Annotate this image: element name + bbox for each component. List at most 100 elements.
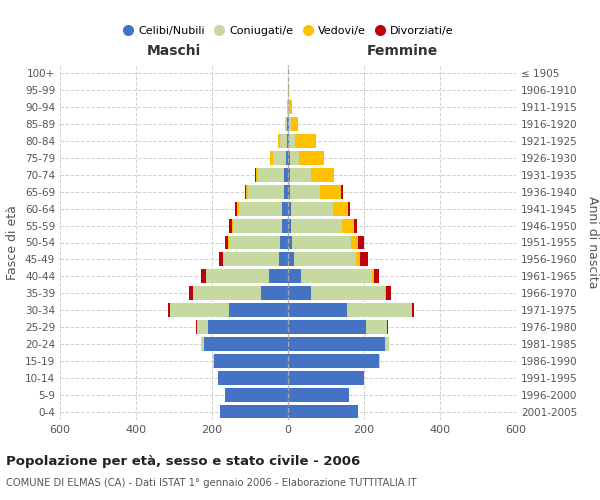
Bar	[360, 252, 368, 266]
Bar	[287, 100, 288, 114]
Bar	[286, 117, 287, 131]
Bar	[288, 303, 347, 317]
Bar	[278, 252, 288, 266]
Bar	[223, 252, 278, 266]
Bar	[288, 252, 294, 266]
Bar	[291, 202, 333, 215]
Bar	[283, 218, 288, 232]
Bar	[288, 151, 290, 165]
Bar	[387, 320, 388, 334]
Bar	[287, 134, 288, 148]
Bar	[341, 185, 343, 198]
Bar	[343, 218, 354, 232]
Bar	[347, 303, 412, 317]
Legend: Celibi/Nubili, Coniugati/e, Vedovi/e, Divorziati/e: Celibi/Nubili, Coniugati/e, Vedovi/e, Di…	[118, 21, 458, 40]
Bar	[356, 252, 360, 266]
Bar	[280, 236, 288, 250]
Text: Popolazione per età, sesso e stato civile - 2006: Popolazione per età, sesso e stato civil…	[6, 455, 360, 468]
Bar	[288, 100, 289, 114]
Bar	[386, 286, 391, 300]
Bar	[232, 218, 233, 232]
Bar	[295, 134, 316, 148]
Bar	[320, 185, 341, 198]
Bar	[288, 286, 311, 300]
Bar	[288, 404, 358, 418]
Bar	[214, 354, 288, 368]
Bar	[226, 236, 229, 250]
Bar	[246, 185, 248, 198]
Bar	[205, 337, 288, 351]
Bar	[193, 286, 262, 300]
Bar	[292, 236, 350, 250]
Bar	[288, 185, 290, 198]
Bar	[290, 151, 299, 165]
Bar	[219, 252, 223, 266]
Bar	[385, 337, 389, 351]
Bar	[412, 303, 414, 317]
Bar	[288, 134, 289, 148]
Bar	[270, 151, 273, 165]
Bar	[197, 320, 208, 334]
Text: Maschi: Maschi	[147, 44, 201, 58]
Bar	[288, 320, 366, 334]
Bar	[236, 202, 239, 215]
Bar	[371, 270, 373, 283]
Bar	[290, 185, 320, 198]
Bar	[288, 117, 289, 131]
Bar	[229, 236, 280, 250]
Bar	[290, 117, 298, 131]
Bar	[288, 371, 364, 384]
Bar	[202, 270, 206, 283]
Bar	[220, 404, 288, 418]
Bar	[235, 202, 236, 215]
Bar	[288, 337, 385, 351]
Bar	[290, 168, 311, 182]
Bar	[286, 151, 288, 165]
Bar	[213, 354, 214, 368]
Bar	[202, 337, 205, 351]
Bar	[189, 286, 193, 300]
Bar	[288, 236, 292, 250]
Bar	[379, 354, 380, 368]
Bar	[299, 151, 324, 165]
Bar	[284, 185, 288, 198]
Bar	[311, 286, 385, 300]
Bar	[233, 218, 283, 232]
Y-axis label: Fasce di età: Fasce di età	[7, 205, 19, 280]
Bar	[288, 202, 291, 215]
Bar	[257, 168, 284, 182]
Bar	[348, 202, 350, 215]
Bar	[301, 270, 371, 283]
Bar	[288, 354, 379, 368]
Bar	[311, 168, 334, 182]
Bar	[278, 134, 280, 148]
Bar	[256, 168, 257, 182]
Bar	[218, 371, 288, 384]
Bar	[350, 236, 358, 250]
Text: COMUNE DI ELMAS (CA) - Dati ISTAT 1° gennaio 2006 - Elaborazione TUTTITALIA.IT: COMUNE DI ELMAS (CA) - Dati ISTAT 1° gen…	[6, 478, 416, 488]
Bar	[358, 236, 364, 250]
Text: Femmine: Femmine	[367, 44, 437, 58]
Bar	[288, 218, 291, 232]
Bar	[288, 270, 301, 283]
Bar	[289, 117, 290, 131]
Bar	[283, 202, 288, 215]
Bar	[269, 270, 288, 283]
Bar	[294, 252, 356, 266]
Bar	[354, 218, 357, 232]
Bar	[385, 286, 386, 300]
Bar	[262, 286, 288, 300]
Bar	[196, 320, 197, 334]
Bar	[206, 270, 269, 283]
Bar	[245, 185, 246, 198]
Bar	[291, 218, 343, 232]
Bar	[284, 168, 288, 182]
Bar	[168, 303, 170, 317]
Bar	[208, 320, 288, 334]
Bar	[289, 134, 295, 148]
Bar	[239, 202, 283, 215]
Bar	[248, 185, 284, 198]
Bar	[289, 100, 292, 114]
Bar	[288, 84, 289, 98]
Bar	[226, 388, 288, 402]
